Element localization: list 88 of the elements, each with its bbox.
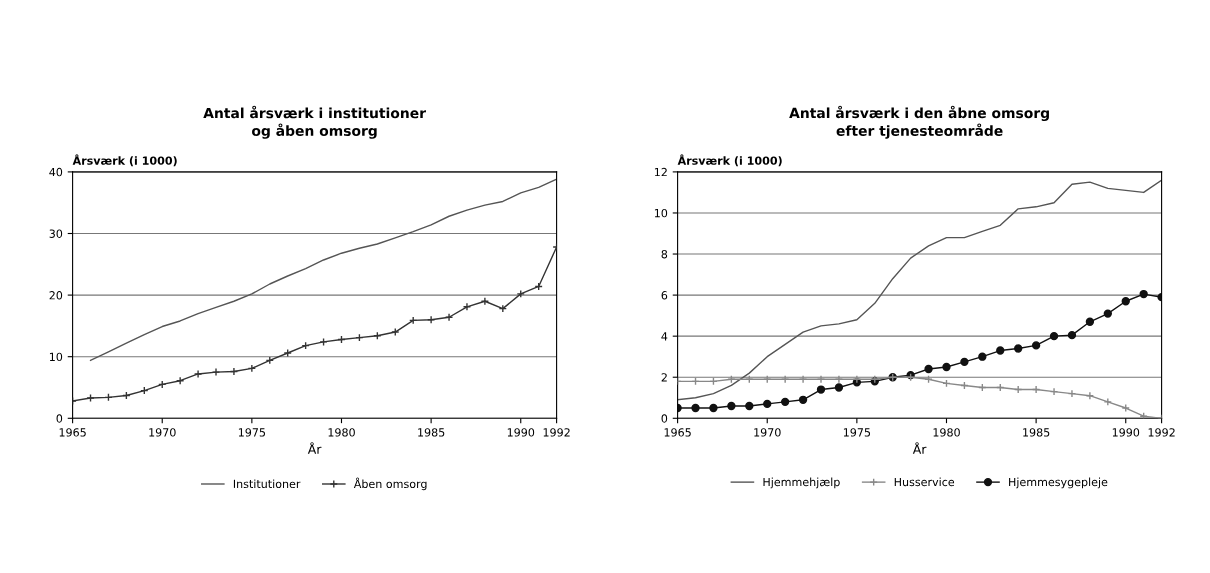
point (462, 302, 472, 311)
point (498, 304, 507, 313)
x-tick-label: 1985 (418, 428, 445, 437)
chart-title: Antal årsværk i den åbne omsorg efter tjenesteområde (789, 105, 1049, 139)
point (709, 403, 718, 413)
y-axis-title: Årsværk (i 1000) (677, 154, 782, 167)
x-axis-title: År (912, 442, 927, 454)
y-tick-label: 0 (661, 414, 668, 423)
point (229, 367, 239, 376)
point (924, 364, 933, 374)
y-axis-title: Årsværk (i 1000) (72, 154, 177, 167)
point (1121, 403, 1130, 413)
point (1049, 387, 1059, 396)
point (1121, 297, 1130, 306)
point (834, 375, 844, 384)
x-tick-label: 1965 (59, 428, 86, 437)
point (1067, 389, 1077, 398)
line-series (89, 178, 557, 362)
point (727, 401, 736, 411)
point (283, 348, 292, 358)
point (780, 375, 790, 384)
point (834, 383, 844, 392)
point (1049, 331, 1059, 341)
point (978, 352, 987, 361)
x-tick-label: 1975 (843, 428, 871, 437)
point (691, 403, 700, 413)
x-axis-title: År (307, 442, 322, 454)
point (1067, 330, 1077, 340)
x-tick-label: 1975 (238, 428, 266, 437)
x-tick-label: 1985 (1023, 428, 1050, 437)
point (1014, 385, 1023, 394)
y-tick-label: 30 (49, 229, 63, 238)
line-series (677, 179, 1162, 401)
x-tick-label: 1970 (149, 428, 176, 437)
point (1014, 344, 1023, 353)
point (745, 401, 754, 411)
y-tick-label: 20 (49, 291, 63, 300)
point (816, 375, 826, 384)
x-tick-label: 1980 (933, 428, 960, 437)
y-tick-label: 4 (661, 332, 668, 341)
legend-label: Åben omsorg (353, 477, 427, 491)
y-tick-label: 6 (661, 291, 668, 300)
point (798, 395, 808, 404)
point (1103, 309, 1112, 318)
point (247, 364, 257, 373)
point (480, 297, 490, 306)
point (798, 375, 808, 384)
point (391, 327, 400, 337)
y-tick-label: 10 (654, 208, 668, 218)
point (1139, 289, 1148, 299)
y-tick-label: 10 (49, 352, 63, 362)
y-tick-label: 8 (661, 250, 668, 259)
point (942, 362, 951, 372)
point (175, 376, 185, 385)
point (211, 367, 221, 377)
point (1085, 391, 1095, 400)
point (426, 315, 436, 324)
x-tick-label: 1965 (664, 428, 691, 437)
point (319, 337, 328, 347)
point (1031, 385, 1041, 394)
point (444, 313, 454, 322)
legend-label: Institutioner (233, 479, 301, 489)
point (763, 399, 772, 409)
point (1031, 341, 1041, 350)
x-tick-label: 1992 (1148, 428, 1175, 437)
legend-label: Husservice (894, 477, 955, 487)
point (996, 346, 1005, 355)
point (1085, 317, 1095, 326)
legend-label: Hjemmesygepleje (1009, 477, 1108, 489)
point (86, 393, 95, 403)
y-tick-label: 40 (49, 167, 63, 177)
x-tick-label: 1980 (328, 428, 355, 437)
point (780, 397, 790, 407)
y-tick-label: 2 (661, 373, 667, 382)
legend-label: Hjemmehjælp (763, 477, 840, 489)
point (1103, 397, 1112, 407)
x-tick-label: 1992 (543, 428, 570, 437)
x-tick-label: 1990 (507, 428, 535, 437)
point (193, 369, 203, 379)
point (960, 357, 969, 366)
point (816, 385, 826, 394)
y-tick-label: 12 (654, 167, 667, 177)
x-tick-label: 1990 (1112, 428, 1140, 437)
chart-title: Antal årsværk i institutioner og åben omsorg (203, 105, 426, 139)
y-tick-label: 0 (56, 414, 63, 423)
point (409, 316, 418, 325)
point (516, 289, 525, 299)
x-tick-label: 1970 (754, 428, 781, 437)
